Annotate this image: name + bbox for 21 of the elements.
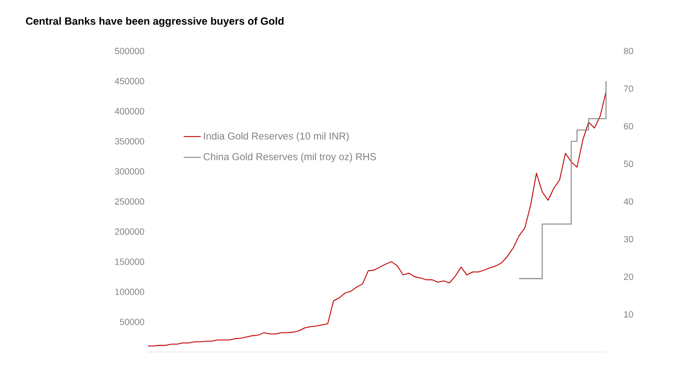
y-tick-label: 50000 <box>120 318 144 326</box>
y-tick-label: 300000 <box>114 168 144 175</box>
chart-title: Central Banks have been aggressive buyers of Gold <box>26 17 284 27</box>
y-tick-label: 400000 <box>114 108 144 114</box>
y-tick-label: 250000 <box>115 198 144 205</box>
y-tick-label: 350000 <box>114 138 144 144</box>
y-tick-label: 450000 <box>114 78 144 84</box>
y-tick-label: 100000 <box>115 288 144 295</box>
y2-tick-label: 50 <box>624 160 634 168</box>
y-tick-label: 500000 <box>114 48 144 54</box>
y2-tick-label: 70 <box>624 85 634 92</box>
y-tick-label: 200000 <box>115 228 144 235</box>
y-tick-label: 150000 <box>115 258 144 265</box>
y2-tick-label: 30 <box>624 236 634 242</box>
y2-tick-label: 10 <box>624 311 634 318</box>
y2-tick-label: 60 <box>624 123 634 130</box>
y2-tick-label: 40 <box>624 198 634 205</box>
y2-tick-label: 80 <box>624 48 634 54</box>
legend-label: China Gold Reserves (mil troy oz) RHS <box>204 152 376 162</box>
y2-tick-label: 20 <box>624 274 634 280</box>
legend-label: India Gold Reserves (10 mil INR) <box>204 132 349 142</box>
